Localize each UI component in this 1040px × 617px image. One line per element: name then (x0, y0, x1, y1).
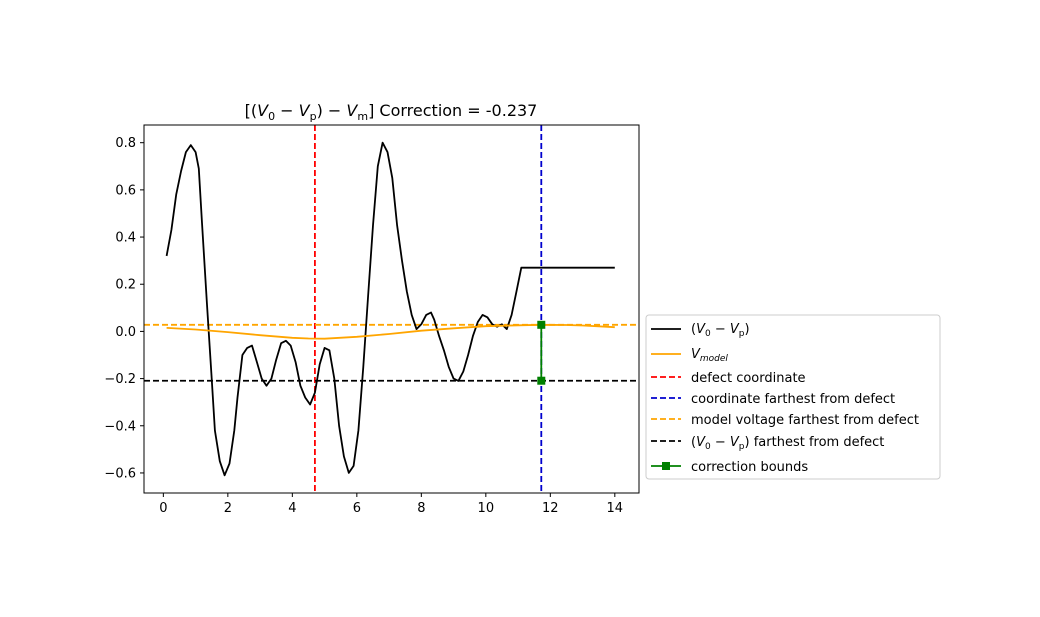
legend-label-defect-coordinate: defect coordinate (691, 371, 806, 386)
y-tick-label-2: 0.4 (115, 231, 136, 246)
legend-marker-correction-bounds (662, 462, 670, 470)
y-tick-label-5: −0.2 (104, 372, 136, 387)
x-tick-label-7: 14 (607, 501, 624, 516)
correction-bound-marker-0 (537, 320, 546, 329)
x-tick-label-0: 0 (159, 501, 167, 516)
x-tick-label-3: 6 (353, 501, 361, 516)
correction-bounds (537, 320, 546, 385)
y-tick-label-6: −0.4 (104, 419, 136, 434)
series-line-0 (165, 141, 615, 477)
legend-label-coordinate-farthest: coordinate farthest from defect (691, 392, 895, 407)
x-tick-label-2: 4 (288, 501, 296, 516)
y-axis-ticks: 0.8 0.6 0.4 0.2 0.0 −0.2 −0.4 −0.6 (104, 136, 144, 481)
legend-label-v0-minus-vp: (V0 − Vp) (691, 322, 750, 339)
x-tick-label-1: 2 (224, 501, 232, 516)
y-tick-label-7: −0.6 (104, 466, 136, 481)
chart-title: [(V0 − Vp) − Vm] Correction = -0.237 (245, 101, 538, 123)
x-tick-label-5: 10 (478, 501, 495, 516)
y-tick-label-1: 0.6 (115, 183, 136, 198)
series-line-1 (166, 323, 615, 340)
legend-label-model-voltage-farthest: model voltage farthest from defect (691, 413, 919, 428)
y-tick-label-0: 0.8 (115, 136, 136, 151)
y-tick-label-4: 0.0 (115, 325, 136, 340)
legend-label-correction-bounds: correction bounds (691, 460, 808, 475)
legend-label-v0-minus-vp-farthest: (V0 − Vp) farthest from defect (691, 435, 884, 452)
series-lines (165, 141, 615, 477)
plot-area (144, 125, 639, 493)
legend-box (645, 314, 941, 480)
axes-frame (143, 124, 640, 494)
y-tick-label-3: 0.2 (115, 278, 136, 293)
legend-label-v-model: Vmodel (691, 347, 728, 364)
correction-bound-marker-1 (537, 376, 546, 385)
x-tick-label-6: 12 (542, 501, 559, 516)
legend: (V0 − Vp) Vmodel defect coordinate coord… (645, 314, 941, 480)
reference-lines (144, 125, 639, 493)
x-axis-ticks: 0 2 4 6 8 10 12 14 (159, 493, 623, 516)
x-tick-label-4: 8 (417, 501, 425, 516)
